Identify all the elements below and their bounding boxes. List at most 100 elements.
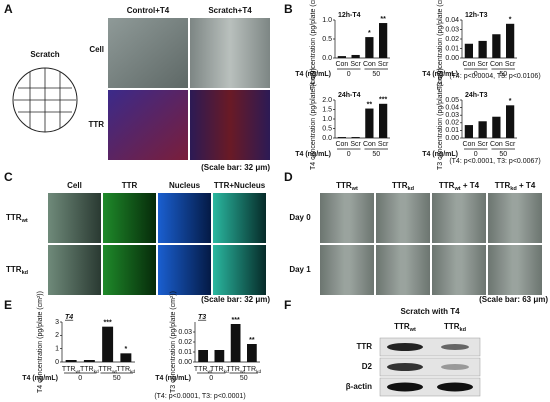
label-main: TTR <box>116 366 130 373</box>
micrograph <box>108 90 188 160</box>
x-tick-label: Con <box>490 141 503 148</box>
panel-label: C <box>4 170 13 184</box>
significance: ** <box>249 337 255 344</box>
bands <box>387 343 473 392</box>
bar <box>492 116 501 138</box>
label-suffix: + T4 <box>517 181 536 190</box>
label-sub: kd <box>224 369 229 375</box>
panel-label: A <box>4 2 13 16</box>
x-tick-label: Con <box>363 141 376 148</box>
bar <box>379 23 388 58</box>
y-tick-label: 3 <box>55 319 59 326</box>
x-tick-label: Scr <box>505 61 516 68</box>
chart-title: 12h-T4 <box>338 12 361 19</box>
blot <box>379 337 481 357</box>
label: Scratch <box>30 50 59 59</box>
x-tick-label: Scr <box>378 61 389 68</box>
row-label: D2 <box>362 362 373 371</box>
significance: * <box>368 30 371 37</box>
micrograph <box>158 193 211 243</box>
row-label: TTR <box>88 120 104 129</box>
x-tick-label: TTRwt <box>194 366 213 375</box>
bar <box>230 324 241 362</box>
significance: *** <box>104 320 112 327</box>
bar <box>506 23 515 58</box>
micrograph <box>213 193 266 243</box>
group-label: 0 <box>474 151 478 158</box>
y-tick-label: 1 <box>55 346 59 353</box>
stat-note: (T4: p<0.0001, T3: p<0.0067) <box>449 158 540 165</box>
y-tick-label: 0.5 <box>322 125 332 132</box>
bar <box>506 105 515 138</box>
group-label: 0 <box>474 71 478 78</box>
micrograph <box>432 193 486 243</box>
row-label: TTRwt <box>6 213 28 224</box>
micrograph <box>48 245 101 295</box>
label-suffix: + T4 <box>461 181 480 190</box>
bar <box>379 103 388 138</box>
column-header: Control+T4 <box>127 6 170 15</box>
y-tick-label: 0.05 <box>445 97 459 104</box>
y-tick-label: 1.0 <box>322 17 332 24</box>
bar <box>365 37 374 58</box>
significance: *** <box>379 97 387 104</box>
scale-note: (Scale bar: 32 μm) <box>201 295 270 304</box>
micrograph <box>190 18 270 88</box>
row-label: β-actin <box>346 382 372 391</box>
x-axis-label: T4 (ng/mL) <box>422 151 458 158</box>
label-sub: wt <box>351 186 358 192</box>
label-main: TTR <box>439 181 455 190</box>
blot <box>379 357 481 377</box>
chart-title: 24h-T4 <box>338 92 361 99</box>
bar <box>478 121 487 138</box>
bar <box>65 360 77 362</box>
label-main: TTR <box>444 322 460 331</box>
micrograph <box>488 193 542 243</box>
chart-title: T3 <box>198 314 206 321</box>
group-label: 0 <box>78 375 82 382</box>
panel-label: B <box>284 2 293 16</box>
y-tick-label: 0.03 <box>445 112 459 119</box>
lane-label: TTRwt <box>394 322 416 333</box>
y-tick-label: 0.03 <box>445 26 459 33</box>
micrograph <box>158 245 211 295</box>
panel-label: D <box>284 170 293 184</box>
x-tick-label: TTRkd <box>80 366 99 375</box>
x-axis-label: T4 (ng/mL) <box>22 375 58 382</box>
label-sub: kd <box>94 369 99 375</box>
bar <box>478 40 487 58</box>
chart-title: 24h-T3 <box>465 92 488 99</box>
column-header: Cell <box>67 181 82 190</box>
bar <box>351 54 360 58</box>
panel-label: F <box>284 298 291 312</box>
label-sub: wt <box>75 369 81 375</box>
label-main: TTR <box>392 181 408 190</box>
x-tick-label: Scr <box>378 141 389 148</box>
x-tick-label: Con <box>462 61 475 68</box>
y-axis-label: T3 concentration (pg/plate (cm²)) <box>170 291 177 393</box>
y-tick-label: 0.04 <box>445 104 459 111</box>
x-tick-label: Con <box>335 141 348 148</box>
bar <box>464 125 473 138</box>
column-header: TTR <box>122 181 138 190</box>
micrograph <box>376 193 430 243</box>
significance: * <box>125 346 128 353</box>
label-main: TTR <box>6 265 22 274</box>
micrograph <box>488 245 542 295</box>
x-tick-label: Con <box>490 61 503 68</box>
label-main: TTR <box>98 366 112 373</box>
label-sub: wt <box>21 218 28 224</box>
bar <box>120 353 132 362</box>
y-axis-label: T4 concentration (pg/plate (cm²)) <box>37 291 44 393</box>
bar <box>365 108 374 138</box>
bar <box>83 360 95 362</box>
bar <box>351 137 360 138</box>
y-tick-label: 0.01 <box>445 127 459 134</box>
column-header: TTRwt + T4 <box>439 181 480 192</box>
stat-note: (T4: p<0.0001, T3: p<0.0001) <box>154 393 245 400</box>
label-sub: kd <box>256 369 261 375</box>
column-header: TTRkd + T4 <box>495 181 536 192</box>
micrograph <box>48 193 101 243</box>
row-label: Day 1 <box>289 265 311 274</box>
